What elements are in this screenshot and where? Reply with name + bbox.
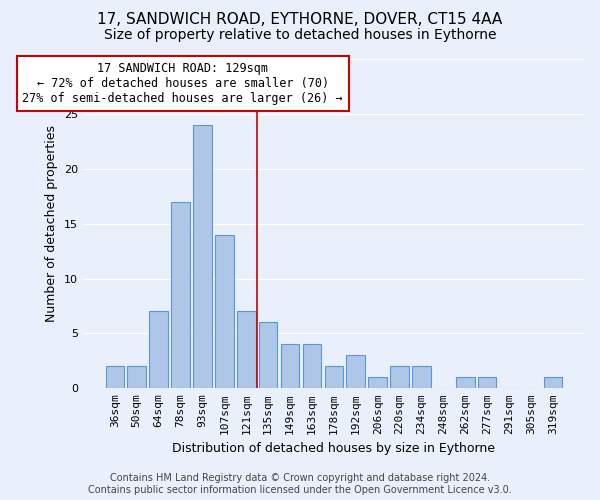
Y-axis label: Number of detached properties: Number of detached properties	[45, 125, 58, 322]
Bar	[237, 312, 256, 388]
Bar	[412, 366, 431, 388]
Bar	[325, 366, 343, 388]
Bar	[346, 356, 365, 388]
Bar	[390, 366, 409, 388]
Text: Size of property relative to detached houses in Eythorne: Size of property relative to detached ho…	[104, 28, 496, 42]
Bar	[368, 378, 387, 388]
Bar	[281, 344, 299, 389]
Bar	[171, 202, 190, 388]
Bar	[544, 378, 562, 388]
Text: Contains HM Land Registry data © Crown copyright and database right 2024.
Contai: Contains HM Land Registry data © Crown c…	[88, 474, 512, 495]
Text: 17 SANDWICH ROAD: 129sqm
← 72% of detached houses are smaller (70)
27% of semi-d: 17 SANDWICH ROAD: 129sqm ← 72% of detach…	[22, 62, 343, 106]
Bar	[302, 344, 321, 389]
Bar	[106, 366, 124, 388]
Bar	[456, 378, 475, 388]
Text: 17, SANDWICH ROAD, EYTHORNE, DOVER, CT15 4AA: 17, SANDWICH ROAD, EYTHORNE, DOVER, CT15…	[97, 12, 503, 28]
Bar	[193, 125, 212, 388]
X-axis label: Distribution of detached houses by size in Eythorne: Distribution of detached houses by size …	[172, 442, 496, 455]
Bar	[215, 234, 233, 388]
Bar	[259, 322, 277, 388]
Bar	[478, 378, 496, 388]
Bar	[127, 366, 146, 388]
Bar	[149, 312, 168, 388]
